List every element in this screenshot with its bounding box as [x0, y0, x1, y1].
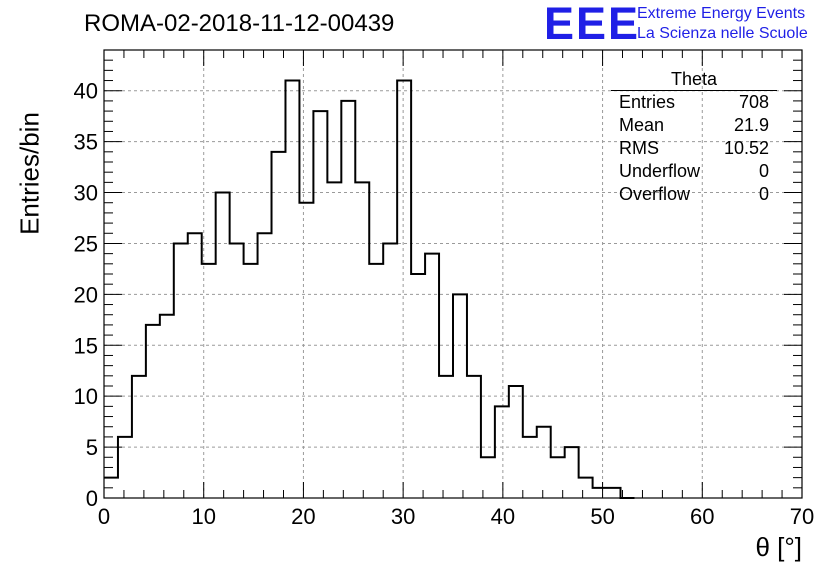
stats-label: RMS — [619, 138, 659, 158]
histogram-bin — [537, 427, 551, 498]
histogram-bin — [258, 233, 272, 498]
tick-labels: 0 10 20 30 40 50 60 70 0 5 10 15 20 25 30 35 40 — [74, 79, 815, 529]
stats-label: Entries — [619, 92, 676, 112]
histogram-bin — [453, 294, 467, 498]
histogram-bin — [467, 376, 481, 498]
y-tick-label: 40 — [74, 79, 98, 104]
stats-row: Entries 708 — [611, 91, 777, 114]
stats-label: Mean — [619, 115, 665, 135]
x-axis-label: θ [°] — [755, 532, 802, 562]
x-tick-label: 70 — [790, 504, 814, 529]
y-tick-label: 30 — [74, 181, 98, 206]
y-tick-label: 0 — [86, 486, 98, 511]
x-tick-label: 0 — [98, 504, 110, 529]
histogram-bin — [160, 315, 174, 498]
histogram-bin — [579, 478, 593, 498]
y-tick-label: 25 — [74, 231, 98, 256]
histogram-bin — [299, 203, 313, 498]
histogram-bin — [593, 488, 607, 498]
x-tick-label: 40 — [491, 504, 515, 529]
histogram-bin — [327, 182, 341, 498]
histogram-bin — [146, 325, 160, 498]
stats-row: Underflow 0 — [611, 160, 777, 183]
x-tick-label: 10 — [191, 504, 215, 529]
histogram-bin — [397, 81, 411, 498]
histogram-bin — [607, 488, 621, 498]
histogram-bin — [188, 233, 202, 498]
stats-row: Mean 21.9 — [611, 114, 777, 137]
histogram-bin — [118, 437, 132, 498]
stats-title: Theta — [611, 68, 777, 91]
logo-line-2: La Scienza nelle Scuole — [637, 25, 808, 42]
y-axis-label: Entries/bin — [14, 112, 45, 235]
histogram-bin — [285, 81, 299, 498]
histogram-bin — [509, 386, 523, 498]
y-tick-label: 15 — [74, 333, 98, 358]
histogram-bin — [523, 437, 537, 498]
eee-logo-text: Extreme Energy Events La Scienza nelle S… — [637, 4, 808, 44]
histogram-bin — [341, 101, 355, 498]
stats-row: RMS 10.52 — [611, 137, 777, 160]
histogram-bin — [355, 182, 369, 498]
histogram-bin — [439, 376, 453, 498]
histogram-bins — [104, 79, 635, 499]
histogram-bin — [495, 406, 509, 498]
histogram-bin — [383, 243, 397, 498]
histogram-bin — [425, 254, 439, 498]
histogram-bin — [313, 111, 327, 498]
y-tick-label: 35 — [74, 130, 98, 155]
stats-row: Overflow 0 — [611, 183, 777, 206]
histogram-bin — [216, 193, 230, 498]
histogram-bin — [202, 264, 216, 498]
stats-value: 0 — [758, 184, 769, 204]
x-tick-label: 30 — [391, 504, 415, 529]
stats-value: 708 — [738, 92, 769, 112]
stats-label: Overflow — [619, 184, 691, 204]
stats-value: 0 — [758, 161, 769, 181]
histogram-bin — [244, 264, 258, 498]
x-tick-label: 60 — [690, 504, 714, 529]
y-tick-label: 10 — [74, 384, 98, 409]
eee-logo: EEE — [544, 0, 641, 49]
x-tick-label: 50 — [590, 504, 614, 529]
chart-title: ROMA-02-2018-11-12-00439 — [84, 10, 395, 37]
histogram-bin — [565, 447, 579, 498]
x-tick-label: 20 — [291, 504, 315, 529]
stats-label: Underflow — [619, 161, 701, 181]
stats-value: 21.9 — [733, 115, 769, 135]
y-tick-label: 20 — [74, 282, 98, 307]
stats-value: 10.52 — [723, 138, 769, 158]
histogram-bin — [230, 243, 244, 498]
y-tick-label: 5 — [86, 435, 98, 460]
histogram-bin — [174, 243, 188, 498]
y-axis-label-wrap: Entries/bin — [0, 110, 45, 235]
histogram-series — [104, 79, 635, 499]
histogram-bin — [272, 152, 286, 498]
logo-line-1: Extreme Energy Events — [637, 5, 806, 22]
histogram-bin — [369, 264, 383, 498]
histogram-bin — [411, 274, 425, 498]
axes — [103, 49, 803, 499]
histogram-bin — [132, 376, 146, 498]
stats-box: Theta Entries 708 Mean 21.9 RMS 10.52 Under… — [611, 68, 777, 206]
